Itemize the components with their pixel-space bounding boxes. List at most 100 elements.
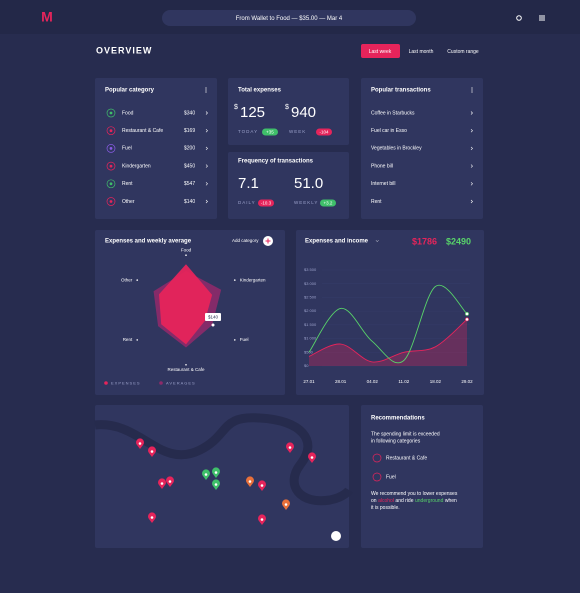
map-pin-center (214, 483, 218, 486)
river (94, 413, 353, 506)
plus (265, 238, 271, 244)
y-tick-label: $1 500 (304, 322, 317, 327)
add-category[interactable]: Add category (232, 238, 259, 243)
item-name: Restaurant & Cafe (386, 455, 427, 461)
message-line: on alcohol and ride underground when (371, 498, 457, 504)
radar-axis-label: Kindergarten (240, 277, 266, 282)
overview-title: OVERVIEW (96, 45, 152, 55)
chevron[interactable] (205, 164, 208, 168)
map-pin-center (168, 480, 172, 483)
radar-axis-label: Fuel (240, 337, 249, 342)
message-part: We recommend you to lower expenses (371, 491, 458, 497)
chevron[interactable] (470, 199, 473, 204)
search-bar[interactable] (162, 10, 416, 26)
menu-dot[interactable] (471, 87, 473, 89)
menu-dot[interactable] (205, 89, 207, 91)
category-amount: $200 (184, 146, 195, 152)
legend-label: AVERAGES (166, 380, 196, 385)
chevron[interactable] (205, 128, 208, 133)
chevron[interactable] (470, 182, 473, 186)
map-pin-center (248, 480, 252, 483)
change-badge (258, 199, 274, 207)
tab-active[interactable] (361, 44, 400, 58)
category-name[interactable]: Food (122, 110, 134, 116)
map-locate[interactable] (331, 531, 341, 541)
menu-dot[interactable] (471, 91, 473, 93)
card-title: Recommendations (371, 416, 425, 422)
category-icon (106, 144, 116, 153)
category-name[interactable]: Rent (122, 181, 133, 187)
stat-value: 51.0 (294, 175, 323, 192)
line (308, 319, 468, 363)
chevron[interactable] (205, 146, 208, 151)
menu-icon[interactable] (539, 15, 545, 21)
message-line: We recommend you to lower expenses (371, 491, 458, 497)
menu-dot[interactable] (471, 89, 473, 91)
card-title: Popular category (105, 88, 155, 94)
axis-dot (136, 339, 139, 341)
chevron[interactable] (205, 199, 208, 204)
search-text: From Wallet to Food — $35.00 — Mar 4 (236, 16, 343, 22)
chevron[interactable] (470, 111, 473, 115)
chevron[interactable] (205, 182, 208, 186)
chevron[interactable] (470, 146, 473, 151)
item-icon (372, 453, 382, 463)
search-icon[interactable] (516, 15, 522, 21)
card-title: Popular transactions (371, 88, 431, 94)
transaction-name[interactable]: Fuel car in Esso (371, 128, 407, 134)
map-pin-center (310, 456, 314, 459)
y-tick-label: $2 500 (304, 294, 317, 299)
message-part: it is possible. (371, 505, 400, 511)
category-name[interactable]: Fuel (122, 146, 132, 152)
logo[interactable]: M (41, 9, 53, 25)
message-part: and ride (395, 498, 413, 504)
change-value: +3.2 (324, 200, 333, 205)
total-expenses-card (228, 78, 349, 145)
radar-axis-label: Food (181, 247, 192, 252)
popular-category-card (95, 78, 217, 219)
change-badge (320, 199, 336, 207)
category-icon (106, 161, 116, 171)
category-name[interactable]: Kindergarten (122, 163, 151, 169)
transaction-name[interactable]: Internet bill (371, 181, 395, 187)
transaction-name[interactable]: Coffee in Starbucks (371, 110, 415, 116)
category-amount: $340 (184, 110, 195, 116)
map-pin-center (160, 482, 164, 485)
chevron[interactable] (205, 111, 208, 115)
x-tick-label: 29.02 (461, 379, 473, 384)
change-badge (316, 128, 332, 136)
category-icon-dot (109, 182, 113, 186)
legend-marker (159, 381, 163, 385)
change-value: -104 (319, 129, 329, 134)
y-tick-label: $2 000 (304, 308, 317, 313)
chevron[interactable] (470, 128, 473, 133)
tab[interactable]: Last week (369, 49, 392, 55)
chart-title: Expenses and weekly average (105, 239, 192, 245)
category-icon-dot (109, 147, 113, 150)
category-name[interactable]: Restaurant & Cafe (122, 128, 163, 134)
tooltip (205, 313, 221, 321)
end-point (465, 317, 469, 322)
transaction-name[interactable]: Rent (371, 199, 382, 205)
x-tick-label: 18.02 (430, 379, 442, 384)
stat-value: 7.1 (238, 175, 259, 192)
menu-dot[interactable] (205, 91, 207, 93)
menu-dot[interactable] (205, 87, 207, 89)
message-line: it is possible. (371, 505, 400, 511)
y-tick-label: $3 000 (304, 281, 317, 286)
map-pin-center (260, 484, 264, 487)
change-badge (262, 128, 278, 136)
series-total: $2490 (446, 236, 471, 246)
transaction-name[interactable]: Phone bill (371, 163, 393, 169)
category-name[interactable]: Other (122, 199, 135, 205)
x-tick-label: 04.02 (367, 379, 379, 384)
map-pin-center (214, 471, 218, 474)
category-icon (106, 179, 116, 189)
tab[interactable]: Custom range (447, 49, 479, 55)
category-amount: $450 (184, 163, 195, 169)
dropdown[interactable] (375, 240, 379, 242)
chevron[interactable] (470, 164, 473, 168)
tab[interactable]: Last month (409, 49, 434, 55)
transaction-name[interactable]: Vegetables in Brockley (371, 146, 422, 152)
